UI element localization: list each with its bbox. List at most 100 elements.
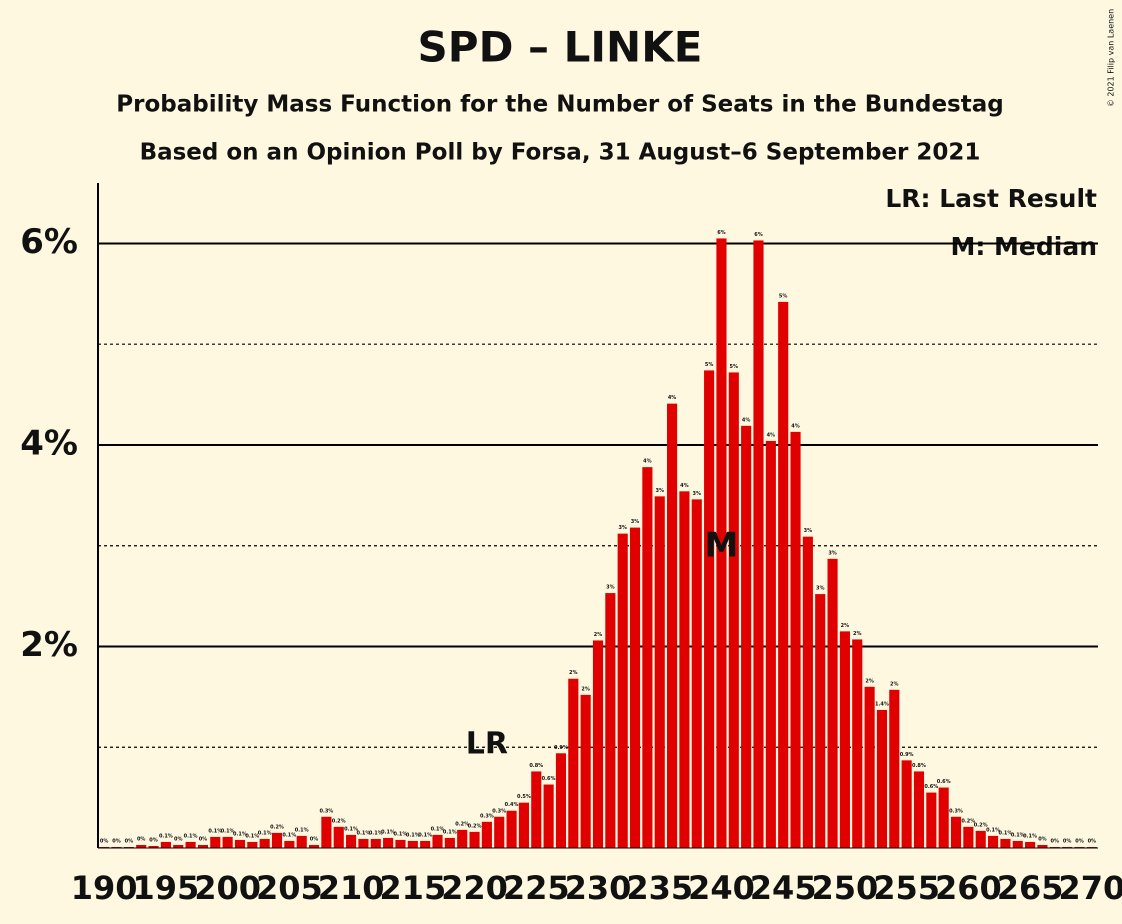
value-label: 3% [655, 488, 664, 494]
x-tick-label: 235 [626, 869, 693, 907]
bar [1037, 844, 1048, 848]
value-label: 0.3% [319, 808, 333, 814]
bar [555, 753, 567, 848]
bar [296, 835, 307, 848]
value-label: 0.1% [1023, 833, 1037, 839]
y-tick-label: 4% [20, 423, 78, 463]
x-tick-label: 255 [873, 869, 940, 907]
value-label: 4% [742, 417, 751, 423]
bar [370, 838, 381, 848]
value-label: 2% [853, 631, 862, 637]
value-label: 0.1% [394, 831, 408, 837]
bar [864, 686, 875, 848]
value-label: 4% [680, 483, 689, 489]
value-label: 0.3% [492, 808, 506, 814]
bar [407, 840, 418, 848]
bar [136, 844, 147, 848]
bar [395, 839, 406, 848]
chart-subtitle: Probability Mass Function for the Number… [116, 92, 1003, 118]
x-tick-label: 225 [503, 869, 570, 907]
bar [160, 841, 171, 848]
value-label: 0.1% [998, 830, 1012, 836]
bar [247, 841, 258, 848]
bar [469, 831, 480, 848]
bar [815, 594, 826, 848]
bar [926, 792, 937, 848]
bar [99, 846, 110, 848]
value-label: 3% [693, 491, 702, 497]
x-tick-label: 270 [1058, 869, 1122, 907]
bar [321, 816, 332, 848]
bar [889, 689, 900, 848]
bar [457, 829, 468, 848]
bar [432, 834, 443, 848]
copyright: © 2021 Filip van Laenen [1107, 9, 1116, 107]
bar [123, 846, 134, 848]
x-tick-label: 260 [935, 869, 1002, 907]
bar [716, 238, 727, 848]
bar [284, 840, 295, 848]
value-label: 0.1% [258, 830, 272, 836]
annotation: LR [466, 727, 508, 762]
bar [346, 834, 357, 848]
bar [234, 839, 246, 848]
value-label: 0.2% [961, 818, 975, 824]
bar [494, 816, 505, 848]
value-label: 0.6% [542, 776, 556, 782]
value-label: 0.9% [554, 745, 568, 751]
bar [568, 678, 579, 848]
value-label: 0% [125, 838, 134, 844]
value-label: 0.9% [900, 752, 914, 758]
value-label: 0% [1088, 838, 1097, 844]
bar [1025, 841, 1036, 848]
legend-entry: LR: Last Result [885, 184, 1097, 213]
x-tick-label: 210 [318, 869, 385, 907]
value-label: 0.6% [924, 784, 938, 790]
value-label: 3% [618, 525, 627, 531]
bar [765, 440, 776, 848]
x-tick-label: 245 [750, 869, 817, 907]
bar [605, 593, 616, 848]
value-label: 2% [569, 670, 578, 676]
value-label: 2% [594, 632, 603, 638]
value-label: 0.3% [480, 813, 494, 819]
x-tick-label: 220 [441, 869, 508, 907]
bar [111, 846, 122, 848]
value-label: 2% [841, 623, 850, 629]
chart-subtitle: Based on an Opinion Poll by Forsa, 31 Au… [140, 140, 981, 166]
value-label: 0% [1063, 838, 1072, 844]
y-tick-label: 6% [20, 222, 78, 262]
value-label: 3% [606, 585, 615, 591]
value-label: 0.2% [455, 821, 469, 827]
x-tick-label: 190 [71, 869, 138, 907]
value-label: 0% [310, 836, 319, 842]
value-label: 1.4% [875, 701, 889, 707]
value-label: 0.4% [505, 802, 519, 808]
bar [1000, 838, 1011, 848]
x-tick-label: 250 [812, 869, 879, 907]
value-label: 0.1% [356, 830, 370, 836]
bar [913, 771, 925, 848]
value-label: 0% [149, 837, 158, 843]
value-label: 3% [631, 519, 640, 525]
value-label: 2% [890, 681, 899, 687]
bar [975, 830, 986, 848]
value-label: 0.1% [1011, 832, 1025, 838]
y-tick-label: 2% [20, 625, 78, 665]
x-tick-label: 200 [194, 869, 261, 907]
value-label: 0.1% [208, 828, 222, 834]
x-tick-label: 230 [565, 869, 632, 907]
value-label: 0.5% [517, 794, 531, 800]
x-tick-label: 215 [379, 869, 446, 907]
bar [481, 821, 492, 848]
value-label: 0.1% [369, 830, 383, 836]
value-label: 0.1% [406, 832, 420, 838]
bar [592, 640, 604, 848]
value-label: 0.1% [381, 829, 395, 835]
bar [1012, 840, 1023, 848]
bar [642, 467, 653, 848]
annotation: M [705, 526, 739, 566]
bar [852, 639, 863, 848]
bar [950, 816, 962, 848]
